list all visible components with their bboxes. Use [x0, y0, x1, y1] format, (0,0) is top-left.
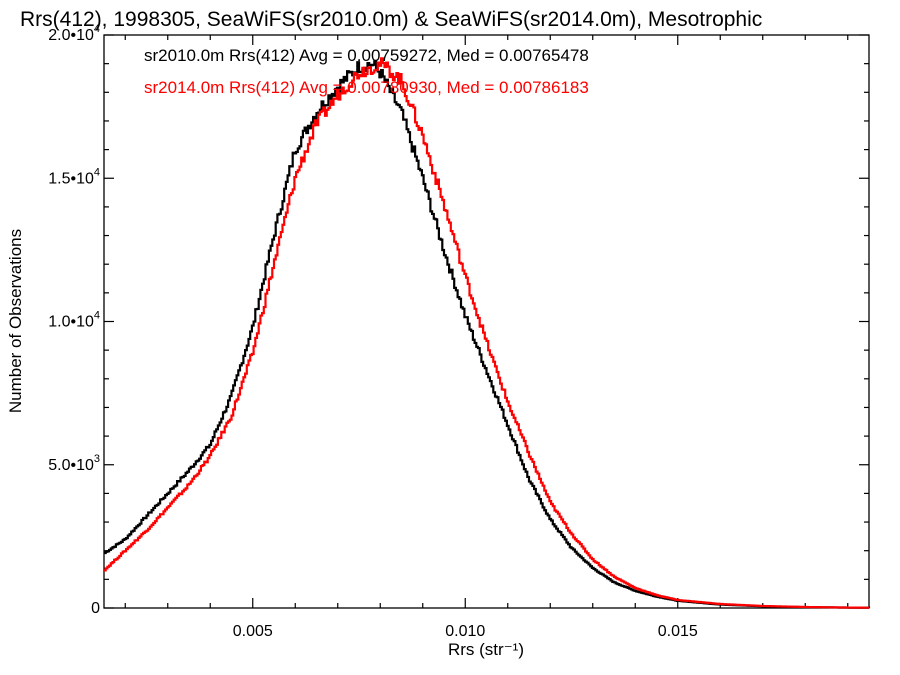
series-layer	[104, 57, 871, 609]
y-tick-label-base: 1.0•10	[48, 314, 94, 331]
y-tick-label-base: 2.0•10	[48, 27, 94, 44]
y-tick-label-exponent: 4	[94, 23, 100, 35]
x-tick-label: 0.015	[658, 623, 698, 640]
y-tick-label-base: 5.0•10	[48, 457, 94, 474]
legend-entry-sr2010: sr2010.0m Rrs(412) Avg = 0.00759272, Med…	[144, 46, 589, 65]
legend-entry-sr2014: sr2014.0m Rrs(412) Avg = 0.00780930, Med…	[144, 78, 589, 97]
y-tick-label-exponent: 4	[94, 310, 100, 322]
series-line-sr2014.0m	[104, 57, 869, 609]
y-axis-label: Number of Observations	[6, 229, 25, 413]
y-tick-label-base: 0	[91, 600, 100, 617]
x-axis-label: Rrs (str⁻¹)	[448, 640, 524, 659]
y-tick-label: 0	[91, 600, 100, 617]
series-line-sr2010.0m	[104, 60, 871, 609]
y-tick-label-base: 1.5•10	[48, 170, 94, 187]
axis-ticks: 0.005 0.010 0.01505.0•1031.0•1041.5•1042.0…	[48, 23, 869, 640]
y-tick-label-exponent: 3	[94, 453, 100, 465]
y-tick-label: 2.0•104	[48, 23, 100, 44]
y-tick-label: 1.5•104	[48, 166, 100, 187]
y-tick-label: 1.0•104	[48, 310, 100, 331]
x-tick-label: 0.010	[445, 623, 485, 640]
y-tick-label-exponent: 4	[94, 166, 100, 178]
x-tick-label: 0.005	[233, 623, 273, 640]
chart-title: Rrs(412), 1998305, SeaWiFS(sr2010.0m) & …	[20, 8, 762, 31]
plot-frame	[103, 34, 870, 609]
y-tick-label: 5.0•103	[48, 453, 100, 474]
